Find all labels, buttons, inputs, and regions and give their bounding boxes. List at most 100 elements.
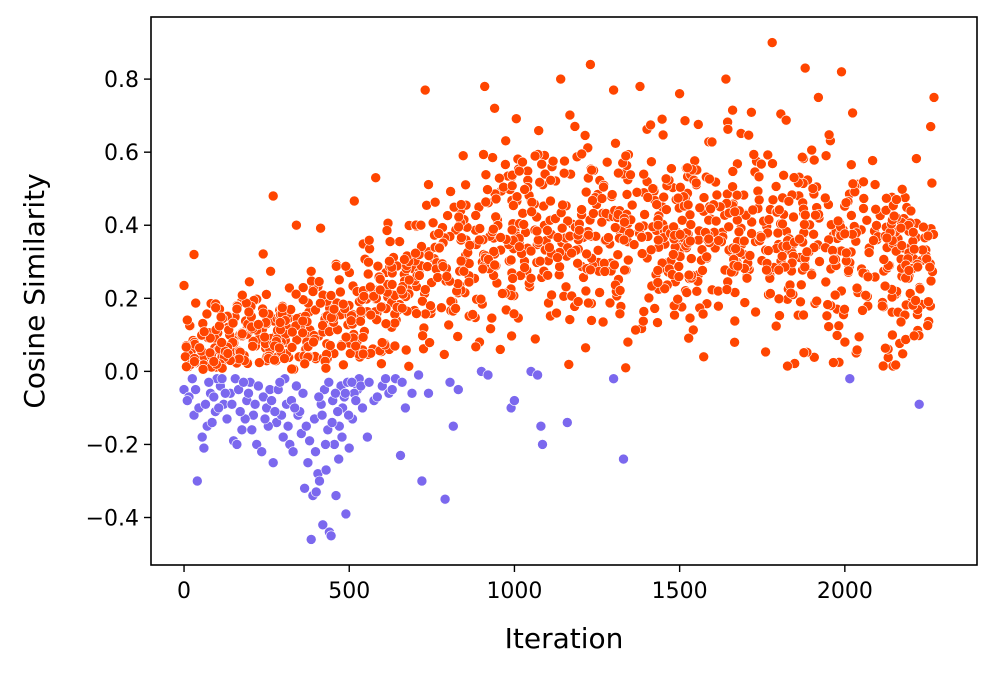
- data-point-negative: [323, 376, 335, 388]
- data-point-positive: [697, 308, 709, 320]
- data-point-positive: [727, 181, 738, 192]
- data-point-negative: [336, 431, 348, 443]
- x-axis-label: Iteration: [505, 622, 624, 655]
- data-point-negative: [233, 384, 244, 395]
- data-point-positive: [432, 272, 444, 283]
- data-point-positive: [506, 330, 517, 342]
- data-point-positive: [417, 330, 428, 342]
- data-point-positive: [297, 282, 309, 293]
- data-point-positive: [891, 194, 902, 205]
- data-point-positive: [645, 119, 656, 131]
- data-point-positive: [679, 115, 691, 126]
- data-point-positive: [437, 261, 449, 272]
- data-point-positive: [188, 249, 200, 260]
- data-point-positive: [822, 299, 834, 310]
- data-point-negative: [299, 482, 310, 494]
- data-point-positive: [510, 113, 522, 124]
- data-point-positive: [394, 236, 405, 247]
- data-point-positive: [546, 289, 557, 301]
- data-point-positive: [594, 287, 605, 298]
- data-point-positive: [673, 271, 685, 283]
- data-point-positive: [580, 186, 592, 198]
- data-point-positive: [197, 363, 209, 375]
- data-point-positive: [755, 158, 767, 170]
- data-point-positive: [182, 314, 193, 326]
- data-point-positive: [534, 255, 546, 267]
- data-point-positive: [778, 170, 789, 181]
- data-point-negative: [282, 420, 294, 432]
- data-point-positive: [694, 202, 706, 214]
- data-point-negative: [213, 402, 224, 414]
- data-point-positive: [614, 285, 626, 296]
- data-point-negative: [380, 373, 391, 385]
- data-point-positive: [324, 340, 336, 351]
- data-point-positive: [858, 176, 869, 188]
- data-point-positive: [370, 172, 382, 183]
- data-point-positive: [621, 189, 633, 200]
- data-point-negative: [844, 373, 856, 385]
- data-point-positive: [495, 232, 506, 243]
- data-point-positive: [674, 88, 685, 99]
- data-point-positive: [853, 331, 865, 343]
- data-point-positive: [601, 156, 613, 168]
- x-tick-label: 0: [177, 579, 191, 604]
- data-point-negative: [203, 376, 215, 388]
- x-tick-label: 2000: [817, 579, 873, 604]
- data-point-negative: [200, 398, 211, 410]
- data-point-positive: [730, 243, 741, 254]
- data-point-positive: [676, 215, 688, 226]
- data-point-positive: [328, 303, 340, 315]
- data-point-positive: [630, 324, 641, 336]
- data-point-positive: [868, 235, 879, 246]
- data-point-positive: [297, 294, 309, 306]
- data-point-positive: [201, 308, 213, 320]
- data-point-positive: [533, 125, 545, 136]
- data-point-positive: [823, 129, 835, 141]
- data-point-positive: [690, 177, 702, 189]
- data-point-positive: [599, 266, 611, 277]
- data-point-positive: [672, 293, 684, 305]
- data-point-positive: [563, 359, 575, 370]
- data-point-positive: [878, 254, 890, 265]
- data-point-positive: [505, 254, 517, 266]
- data-point-positive: [525, 272, 537, 284]
- data-point-positive: [762, 245, 774, 256]
- data-point-negative: [400, 402, 411, 414]
- data-point-positive: [877, 360, 889, 372]
- data-point-negative: [532, 369, 543, 381]
- data-point-positive: [780, 114, 792, 126]
- data-point-negative: [310, 446, 321, 458]
- data-point-positive: [634, 221, 645, 233]
- data-point-positive: [720, 73, 732, 85]
- data-point-positive: [811, 295, 823, 307]
- data-point-positive: [500, 159, 511, 170]
- data-point-positive: [479, 81, 491, 92]
- data-point-positive: [862, 271, 874, 283]
- data-point-positive: [845, 159, 857, 170]
- data-point-positive: [305, 265, 317, 277]
- y-tick-label: −0.4: [86, 507, 139, 532]
- data-point-positive: [536, 158, 548, 170]
- data-point-positive: [625, 169, 636, 181]
- data-point-negative: [287, 446, 299, 458]
- data-point-positive: [580, 342, 591, 354]
- data-point-positive: [562, 215, 574, 227]
- data-point-positive: [613, 167, 624, 179]
- data-point-positive: [453, 211, 465, 223]
- data-point-positive: [795, 279, 807, 291]
- data-point-positive: [427, 217, 439, 229]
- data-point-negative: [289, 402, 301, 414]
- data-point-positive: [348, 195, 360, 207]
- data-point-positive: [470, 210, 482, 221]
- data-point-negative: [535, 420, 547, 432]
- data-point-positive: [222, 348, 234, 359]
- data-point-negative: [333, 453, 345, 465]
- data-point-positive: [320, 362, 332, 374]
- data-point-positive: [705, 203, 716, 215]
- data-point-positive: [652, 234, 664, 246]
- data-point-positive: [257, 307, 269, 319]
- data-point-positive: [227, 317, 239, 329]
- data-point-positive: [820, 276, 832, 288]
- data-point-negative: [300, 420, 312, 432]
- data-point-positive: [634, 81, 646, 92]
